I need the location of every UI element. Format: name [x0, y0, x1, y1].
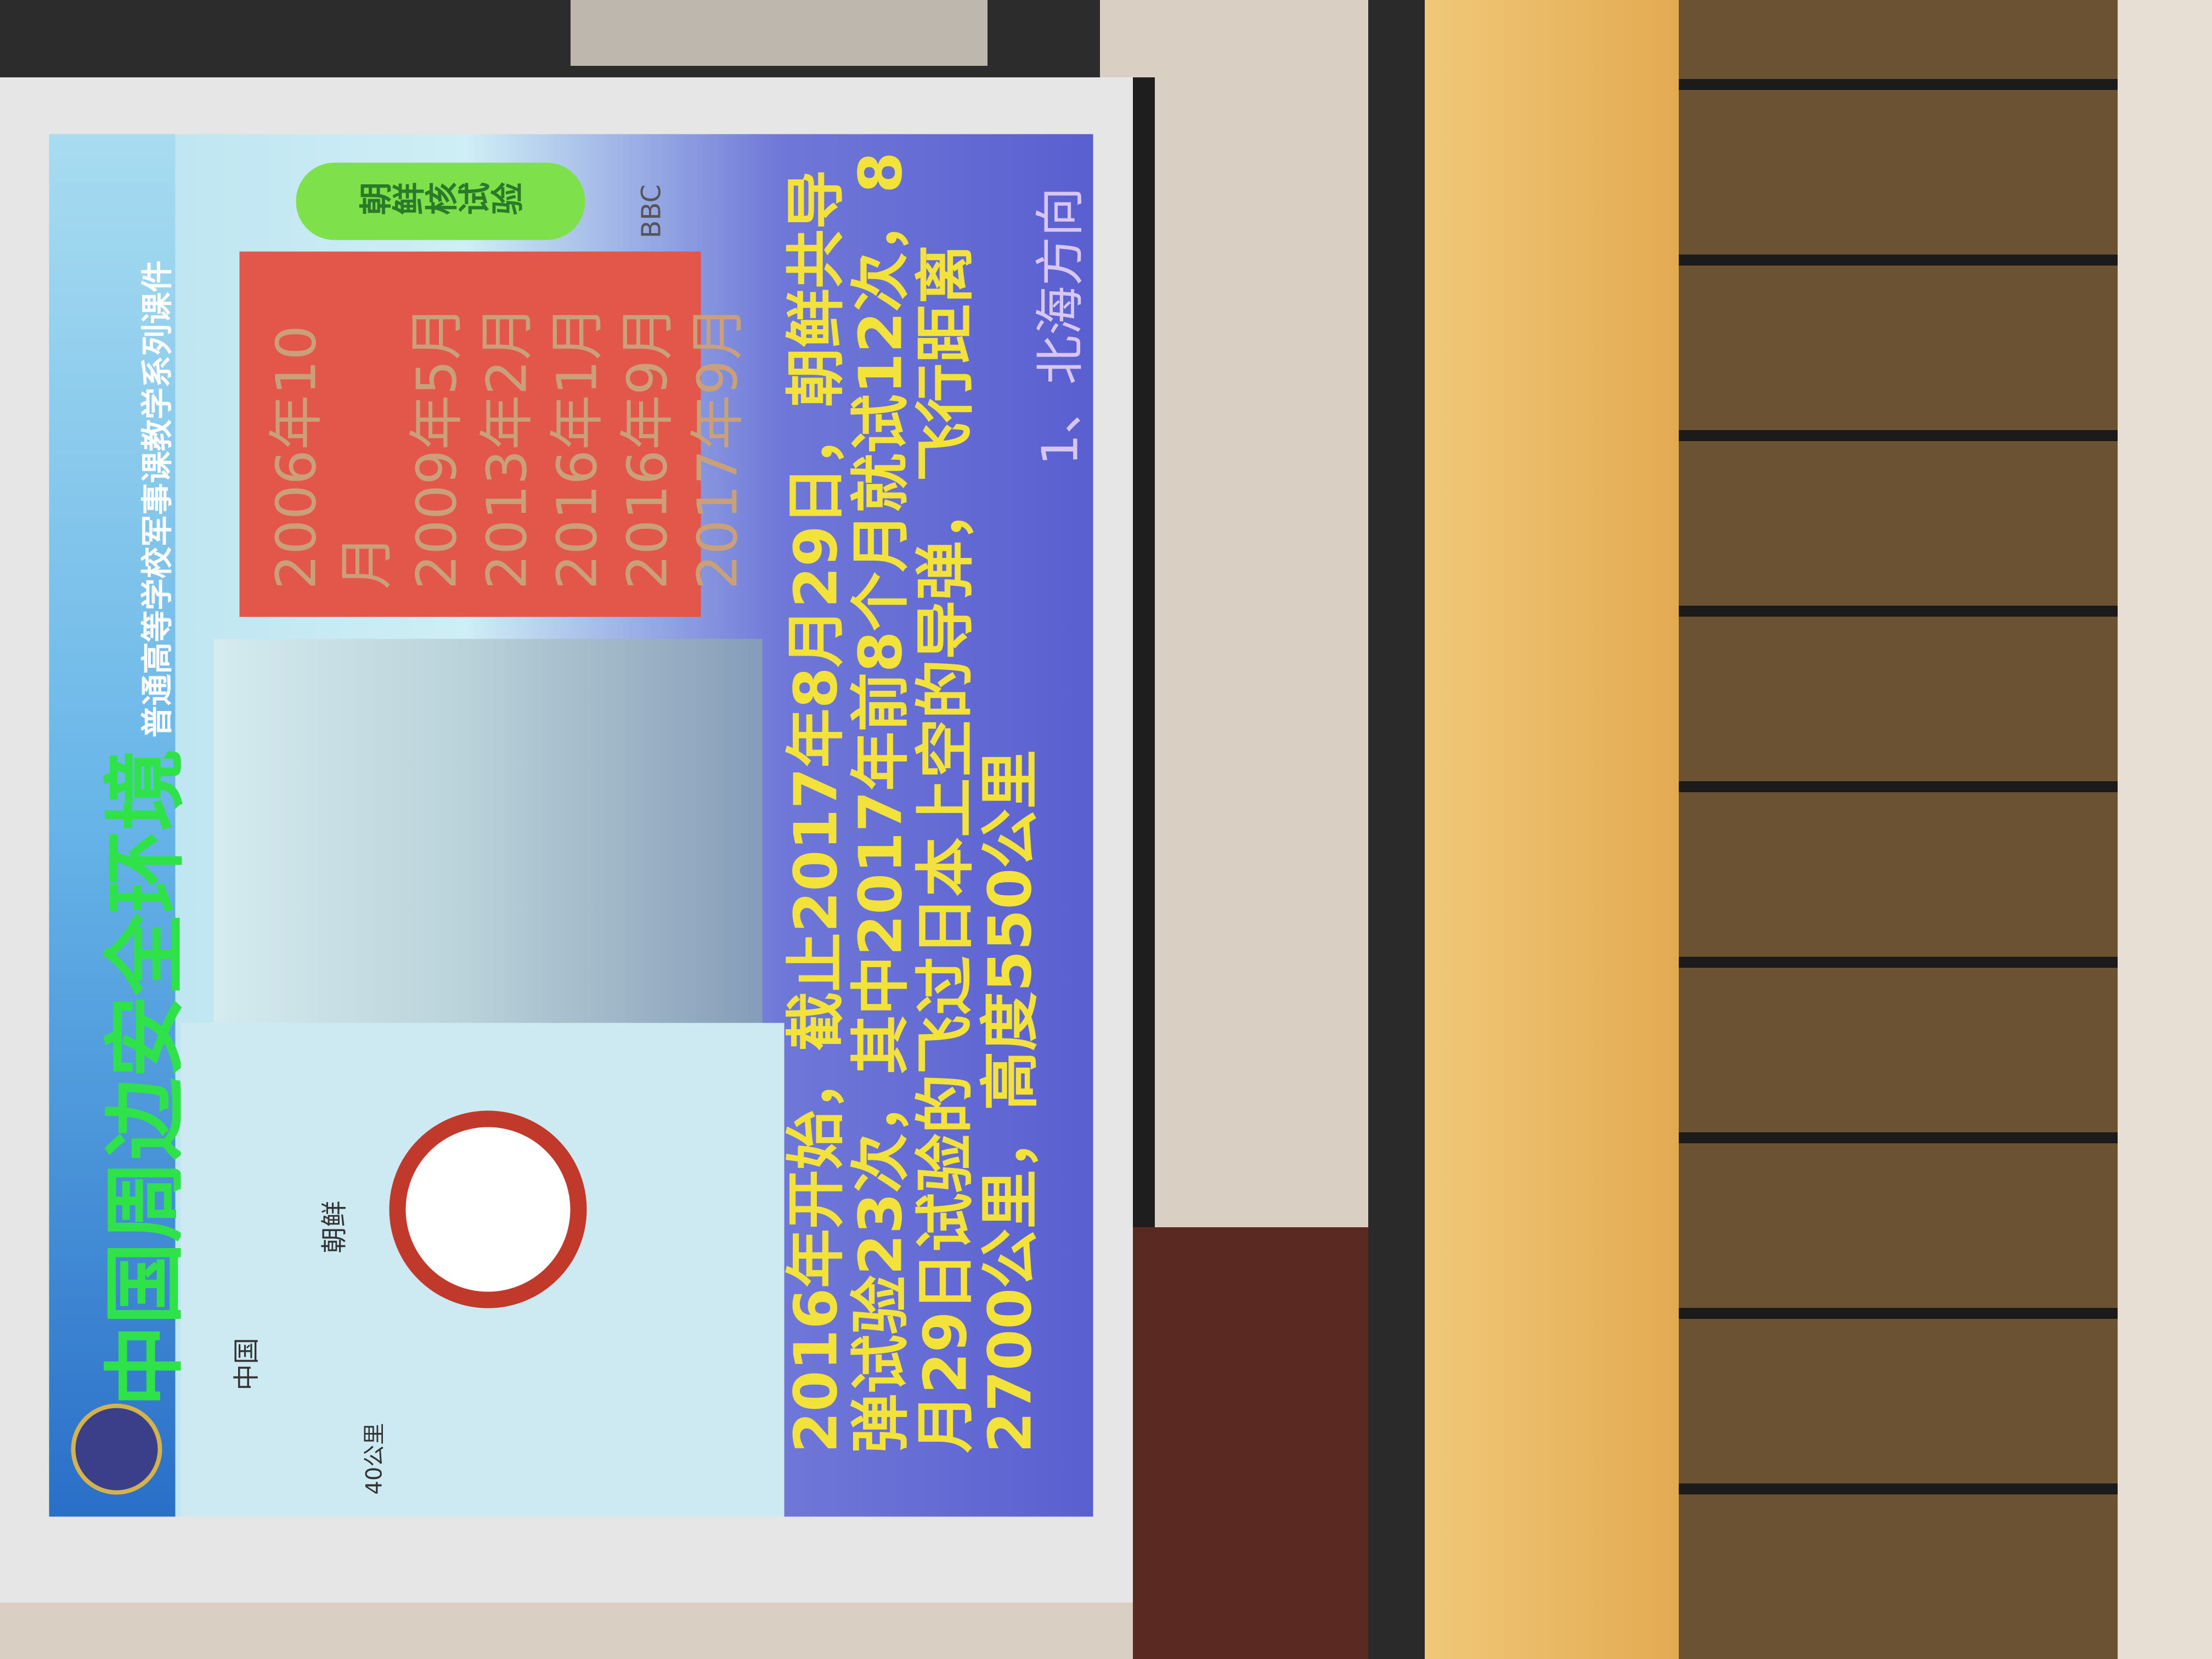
desk-under: [1679, 0, 2118, 1659]
map-label: 中国: [231, 1338, 262, 1391]
star-emblem: [389, 1110, 587, 1308]
date: 2016年1月: [545, 305, 610, 590]
date: 2013年2月: [475, 305, 539, 590]
wall-right: [2118, 0, 2212, 1659]
desk-top: [1425, 0, 1679, 1659]
watermark: BBC: [636, 184, 667, 239]
cabinet: [1133, 1227, 1369, 1659]
badge: 朝鲜核试验: [296, 162, 585, 240]
wall-strip: [571, 0, 988, 66]
date: 2006年10月: [264, 325, 399, 590]
dates-box: 2006年10月 2009年5月 2013年2月 2016年1月 2016年9月…: [239, 251, 750, 617]
slide: 中国周边安全环境 普通高等学校军事课教学系列课件 中国 朝鲜 40公里 2006…: [49, 134, 1093, 1517]
date: 2016年9月: [615, 305, 680, 590]
date: 2009年5月: [404, 305, 469, 590]
desk-rail: [1368, 0, 1425, 1659]
map-label: 朝鲜: [319, 1200, 350, 1254]
date: 2017年9月: [685, 305, 750, 590]
map-label: 40公里: [362, 1423, 387, 1495]
emblem: [71, 1403, 162, 1495]
footer: 1、北海方向: [1031, 187, 1090, 466]
body-text: 2016年开始，截止2017年8月29日，朝鲜共导弹试验23次，其中2017年前…: [782, 152, 1045, 1453]
slide-subtitle: 普通高等学校军事课教学系列课件: [138, 260, 176, 738]
illustration: [213, 639, 763, 1023]
